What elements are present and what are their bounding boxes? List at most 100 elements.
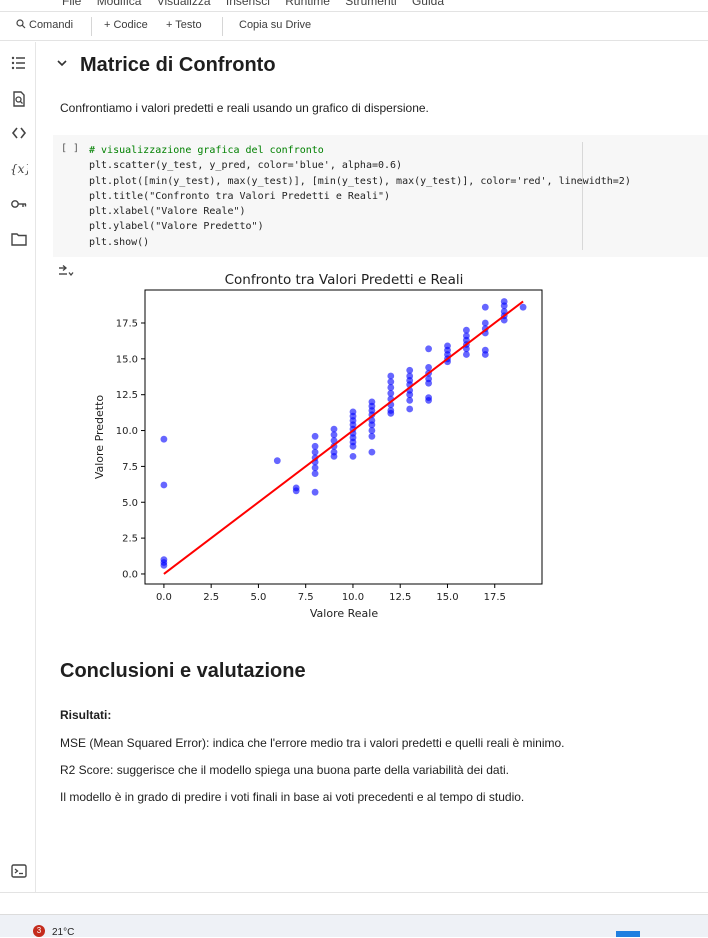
scatter-point	[368, 421, 376, 429]
os-taskbar: 3 21°C	[0, 914, 708, 938]
code-line: plt.scatter(y_test, y_pred, color='blue'…	[89, 160, 403, 172]
code-line: plt.plot([min(y_test), max(y_test)], [mi…	[89, 175, 631, 187]
scatter-point	[292, 487, 300, 495]
search-icon	[16, 19, 26, 29]
y-tick-label: 7.5	[122, 462, 138, 473]
menu-runtime[interactable]: Runtime	[285, 0, 330, 8]
scatter-point	[311, 442, 319, 450]
code-editor[interactable]: # visualizzazione grafica del confronto …	[89, 143, 631, 250]
scatter-point	[481, 351, 489, 358]
toolbar: Comandi + Codice + Testo Copia su Drive	[0, 11, 708, 41]
run-cell-button[interactable]: [ ]	[61, 143, 80, 154]
scatter-point	[349, 442, 357, 450]
results-label: Risultati:	[60, 708, 112, 722]
scatter-point	[311, 448, 319, 456]
x-tick-label: 0.0	[156, 592, 172, 603]
svg-text:{x}: {x}	[10, 162, 28, 176]
mse-text: MSE (Mean Squared Error): indica che l'e…	[60, 736, 565, 750]
x-tick-label: 17.5	[484, 592, 506, 603]
scatter-point	[500, 302, 508, 310]
y-tick-label: 5.0	[122, 498, 138, 509]
x-tick-label: 2.5	[203, 592, 219, 603]
fit-line-layer	[163, 300, 524, 575]
code-snippets-icon[interactable]	[10, 124, 28, 142]
find-replace-icon[interactable]	[10, 90, 28, 108]
y-tick-label: 15.0	[116, 354, 138, 365]
scatter-point	[160, 435, 168, 443]
code-line: # visualizzazione grafica del confronto	[89, 145, 324, 156]
scatter-point	[330, 437, 338, 444]
y-tick-label: 10.0	[116, 426, 138, 437]
files-folder-icon[interactable]	[10, 230, 28, 248]
scatter-point	[330, 425, 338, 433]
menu-bar: File Modifica Visualizza Inserisci Runti…	[0, 0, 708, 10]
code-cell[interactable]: [ ] # visualizzazione grafica del confro…	[53, 135, 708, 257]
reference-line	[163, 300, 524, 575]
menu-tools[interactable]: Strumenti	[345, 0, 397, 8]
windows-start-icon[interactable]	[616, 931, 640, 937]
scatter-point	[406, 405, 414, 413]
scatter-point	[311, 488, 319, 496]
scatter-point	[311, 470, 319, 477]
scatter-point	[406, 397, 414, 404]
code-line: plt.show()	[89, 236, 150, 248]
scatter-point	[481, 319, 489, 327]
x-tick-label: 5.0	[250, 592, 266, 603]
weather-temperature[interactable]: 21°C	[52, 927, 75, 938]
scatter-point	[311, 432, 319, 440]
scatter-point	[387, 372, 395, 380]
scatter-point	[519, 303, 527, 311]
variables-icon[interactable]: {x}	[10, 160, 28, 178]
commands-button[interactable]: Comandi	[16, 19, 73, 31]
scatter-point	[160, 481, 168, 489]
menu-edit[interactable]: Modifica	[96, 0, 142, 8]
secrets-key-icon[interactable]	[10, 195, 28, 213]
code-line: plt.title("Confronto tra Valori Predetti…	[89, 190, 391, 202]
left-sidebar: {x}	[0, 42, 36, 892]
toolbar-divider	[222, 17, 223, 36]
weather-notification-badge: 3	[33, 925, 45, 937]
scatter-point	[330, 453, 338, 460]
scatter-point	[425, 379, 432, 387]
y-ticks: 0.0 2.5 5.0 7.5 10.0 12.5 15.0 17.5	[116, 318, 145, 580]
terminal-icon[interactable]	[10, 862, 28, 880]
status-bar	[0, 892, 708, 915]
scatter-point	[387, 384, 395, 391]
scatter-point	[311, 464, 319, 472]
code-line: plt.xlabel("Valore Reale")	[89, 206, 246, 218]
scatter-point	[406, 366, 414, 374]
summary-text: Il modello è in grado di predire i voti …	[60, 790, 525, 804]
x-ticks: 0.0 2.5 5.0 7.5 10.0 12.5 15.0 17.5	[156, 584, 506, 603]
x-tick-label: 15.0	[436, 592, 458, 603]
add-code-button[interactable]: + Codice	[104, 19, 148, 31]
points-layer	[160, 298, 527, 569]
chart-title: Confronto tra Valori Predetti e Reali	[225, 272, 464, 288]
menu-insert[interactable]: Inserisci	[225, 0, 270, 8]
scatter-point	[330, 431, 338, 439]
scatter-point	[273, 457, 281, 465]
scatter-point	[463, 326, 470, 334]
scatter-point	[500, 316, 508, 324]
scatter-point	[387, 378, 395, 386]
scatter-point	[387, 409, 395, 417]
menu-help[interactable]: Guida	[411, 0, 444, 8]
commands-label: Comandi	[29, 19, 74, 31]
scatter-point	[463, 351, 470, 358]
output-toggle-icon[interactable]	[57, 264, 75, 280]
scatter-point	[481, 303, 489, 311]
section-heading: Matrice di Confronto	[80, 54, 276, 76]
scatter-chart: Confronto tra Valori Predetti e Reali 0.…	[93, 272, 543, 620]
add-text-button[interactable]: + Testo	[166, 19, 202, 31]
menu-view[interactable]: Visualizza	[156, 0, 211, 8]
chevron-down-icon[interactable]	[56, 57, 68, 69]
scatter-point	[160, 562, 168, 569]
y-tick-label: 2.5	[122, 534, 138, 545]
menu-file[interactable]: File	[62, 0, 82, 8]
menu-items: File Modifica Visualizza Inserisci Runti…	[62, 0, 456, 8]
y-tick-label: 12.5	[116, 390, 138, 401]
x-tick-label: 7.5	[298, 592, 314, 603]
table-of-contents-icon[interactable]	[10, 54, 28, 72]
notebook-content: Matrice di Confronto Confrontiamo i valo…	[37, 42, 708, 892]
scatter-point	[387, 389, 395, 397]
copy-to-drive-button[interactable]: Copia su Drive	[239, 19, 312, 31]
